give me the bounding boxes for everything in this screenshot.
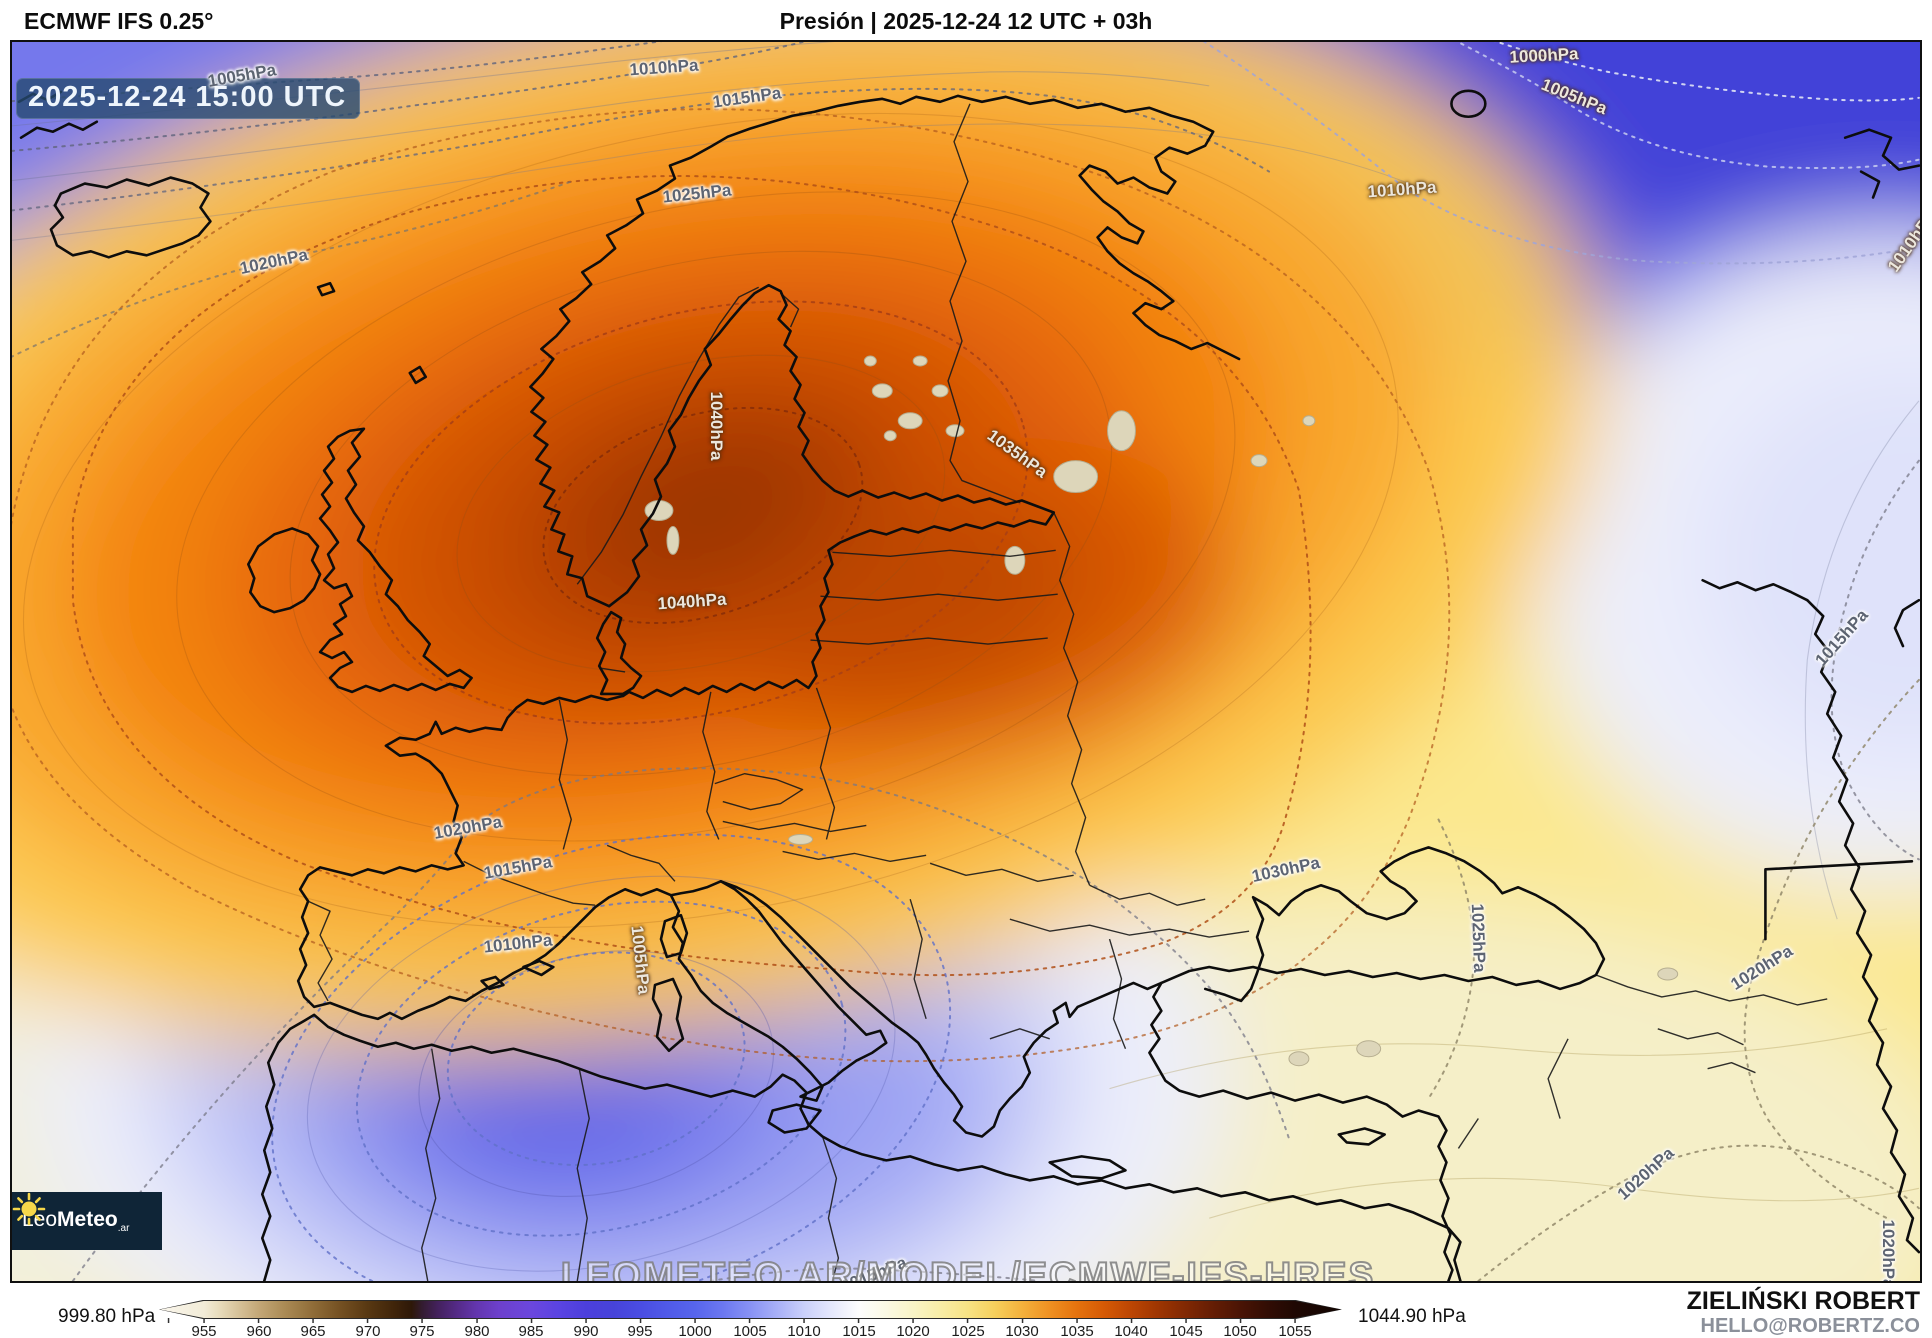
tick-label: 970 bbox=[355, 1323, 381, 1338]
pressure-map-canvas bbox=[12, 42, 1920, 1281]
pressure-field bbox=[12, 42, 1920, 1281]
tick-label: 965 bbox=[300, 1323, 326, 1338]
tick-label: 1005 bbox=[733, 1323, 767, 1338]
tick-label: 995 bbox=[627, 1323, 653, 1338]
isoline-texture bbox=[12, 42, 1920, 1272]
lakes bbox=[644, 355, 1679, 1067]
tick-label: 1035 bbox=[1060, 1323, 1094, 1338]
europe-pressure-map: 2025-12-24 15:00 UTC 1005hPa 1010hPa 101… bbox=[10, 40, 1922, 1283]
tick-label: 1000 bbox=[678, 1323, 712, 1338]
tick-label: 1015 bbox=[842, 1323, 876, 1338]
contour-label: 1020hPa bbox=[1879, 1219, 1898, 1283]
max-pressure-value: 1044.90 hPa bbox=[1358, 1306, 1466, 1327]
valid-time-badge: 2025-12-24 15:00 UTC bbox=[16, 78, 361, 119]
isobar-contours bbox=[12, 42, 1920, 1281]
tick-label: 960 bbox=[246, 1323, 272, 1338]
author-contact: HELLO@ROBERTZ.CO bbox=[1700, 1315, 1921, 1337]
tick-label: 975 bbox=[409, 1323, 435, 1338]
watermark: LEOMETEO.AR/MODEL/ECMWF-IFS-HRES bbox=[560, 1254, 1376, 1283]
tick-label: 955 bbox=[191, 1323, 217, 1338]
tick-label: 1045 bbox=[1169, 1323, 1203, 1338]
min-pressure-value: 999.80 hPa bbox=[58, 1306, 156, 1327]
tick-label: 1030 bbox=[1005, 1323, 1039, 1338]
tick-label: 1055 bbox=[1278, 1323, 1312, 1338]
country-borders bbox=[307, 103, 1828, 1281]
tick-label: 1025 bbox=[951, 1323, 985, 1338]
model-name: ECMWF IFS 0.25° bbox=[24, 8, 214, 34]
leometeo-logo: LeoMeteo.ar bbox=[12, 1192, 162, 1250]
colorbar-tickmarks bbox=[160, 1318, 1341, 1323]
contour-label: 1040hPa bbox=[707, 391, 726, 461]
tick-label: 1020 bbox=[896, 1323, 930, 1338]
tick-label: 980 bbox=[464, 1323, 490, 1338]
contour-label: 1025hPa bbox=[1467, 903, 1490, 973]
author-name: ZIELIŃSKI ROBERT bbox=[1686, 1287, 1920, 1315]
colorbar-tick-labels: 955 960 965 970 975 980 985 990 995 1000… bbox=[160, 1323, 1341, 1338]
tick-label: 1040 bbox=[1114, 1323, 1148, 1338]
page-title: Presión | 2025-12-24 12 UTC + 03h bbox=[779, 8, 1153, 34]
contour-label: 1000hPa bbox=[1509, 44, 1579, 67]
tick-label: 1010 bbox=[787, 1323, 821, 1338]
tick-label: 990 bbox=[573, 1323, 599, 1338]
tick-label: 985 bbox=[518, 1323, 544, 1338]
logo-text-bold: Meteo bbox=[57, 1207, 118, 1231]
logo-text-sub: .ar bbox=[117, 1223, 130, 1235]
pressure-colorbar bbox=[160, 1301, 1341, 1318]
sun-icon bbox=[12, 1192, 46, 1226]
coastlines bbox=[17, 89, 1920, 1281]
tick-label: 1050 bbox=[1223, 1323, 1257, 1338]
